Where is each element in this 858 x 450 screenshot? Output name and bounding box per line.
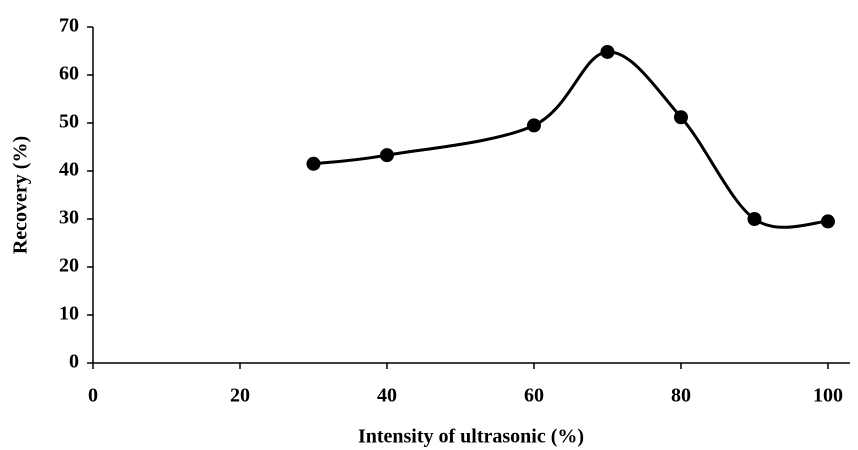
y-tick-label: 50 <box>59 111 79 133</box>
y-tick-label: 0 <box>69 351 79 373</box>
y-tick-label: 60 <box>59 63 79 85</box>
y-tick-label: 40 <box>59 159 79 181</box>
point <box>673 110 688 125</box>
point <box>306 156 321 171</box>
x-tick-label: 40 <box>377 385 397 407</box>
y-axis-title: Recovery (%) <box>10 136 32 254</box>
x-axis-title: Intensity of ultrasonic (%) <box>358 426 584 448</box>
point <box>600 44 615 59</box>
y-tick-label: 30 <box>59 207 79 229</box>
x-tick-label: 20 <box>230 385 250 407</box>
point <box>747 212 762 226</box>
x-tick-label: 80 <box>671 385 691 407</box>
x-tick-label: 0 <box>88 385 98 407</box>
y-tick-label: 10 <box>59 303 79 325</box>
point <box>820 214 835 229</box>
x-tick-label: 60 <box>524 385 544 407</box>
y-tick-label: 20 <box>59 255 79 277</box>
point <box>526 118 541 133</box>
x-tick-label: 100 <box>813 385 843 407</box>
line <box>313 50 829 229</box>
point <box>379 148 394 163</box>
y-tick-label: 70 <box>59 15 79 37</box>
